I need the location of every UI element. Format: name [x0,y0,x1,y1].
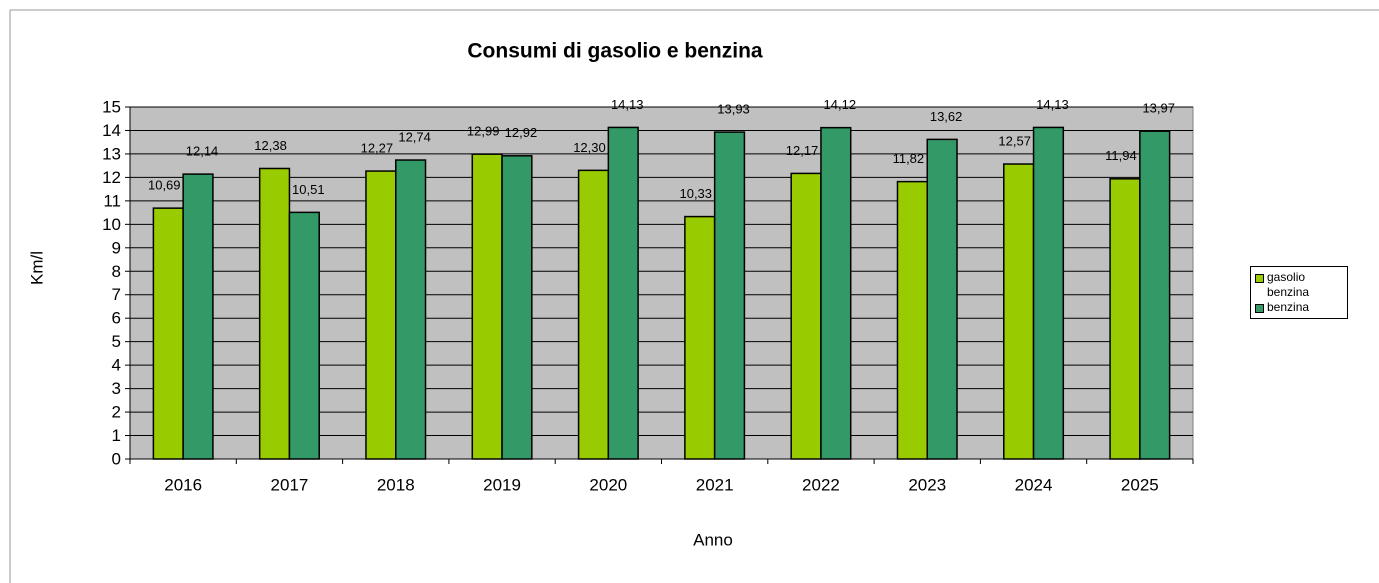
bar [395,159,427,460]
x-tick-label: 2023 [908,475,946,494]
value-label: 10,51 [292,182,325,197]
x-tick-label: 2020 [589,475,627,494]
bar [288,211,320,460]
value-label: 11,94 [1105,148,1137,163]
legend-label: benzina [1267,300,1310,314]
value-label: 12,92 [505,125,538,140]
bar [1109,178,1141,460]
x-tick-label: 2019 [483,475,521,494]
value-label: 12,17 [786,143,819,158]
x-tick-label: 2021 [696,475,734,494]
x-tick-label: 2024 [1015,475,1053,494]
y-tick-label: 10 [102,215,121,234]
x-axis-label: Anno [693,530,733,549]
bar [1139,130,1171,460]
value-label: 12,38 [254,138,287,153]
value-label: 12,30 [573,140,606,155]
value-label: 14,13 [1036,97,1069,112]
legend-item: benzina [1255,300,1343,315]
bar [896,180,929,460]
bar [365,170,397,460]
y-axis-label: Km/l [27,251,46,285]
value-label: 12,99 [467,124,500,139]
bar [501,155,533,460]
bar [684,215,716,460]
bar [182,173,214,460]
value-label: 13,97 [1142,101,1175,116]
value-label: 12,57 [998,133,1031,148]
legend-swatch [1255,274,1264,283]
y-tick-label: 9 [112,238,121,257]
value-label: 10,33 [679,186,712,201]
value-label: 12,14 [186,144,219,159]
y-tick-label: 12 [102,168,121,187]
chart-title: Consumi di gasolio e benzina [467,40,763,63]
x-tick-label: 2016 [164,475,202,494]
y-tick-label: 3 [112,379,121,398]
legend-swatch [1255,304,1264,313]
legend: gasolio benzina benzina [1250,266,1348,319]
x-tick-label: 2018 [377,475,415,494]
value-label: 13,62 [930,109,963,124]
value-label: 13,93 [717,102,750,117]
y-tick-label: 13 [102,144,121,163]
bar [790,172,822,460]
value-label: 11,82 [893,151,925,166]
bar [1003,163,1035,460]
y-tick-label: 2 [112,403,121,422]
y-tick-label: 7 [112,285,121,304]
bar [713,131,746,460]
y-tick-label: 8 [112,262,121,281]
y-tick-label: 15 [102,97,121,116]
value-label: 12,27 [361,141,394,156]
y-tick-label: 1 [112,426,121,445]
bar [820,126,852,460]
y-tick-label: 4 [112,356,121,375]
y-tick-label: 11 [103,191,121,210]
x-tick-label: 2025 [1121,475,1159,494]
legend-label: gasolio benzina [1267,270,1310,299]
value-label: 12,74 [398,129,431,144]
y-tick-label: 5 [112,332,121,351]
value-label: 10,69 [148,178,181,193]
y-tick-label: 14 [102,121,121,140]
bar [607,126,639,460]
bar [577,169,610,460]
bar [258,167,291,460]
bar [471,153,503,460]
x-tick-label: 2017 [271,475,309,494]
value-label: 14,13 [611,97,644,112]
legend-item: gasolio benzina [1255,270,1343,300]
bar [926,138,958,460]
value-label: 14,12 [824,97,857,112]
y-tick-label: 0 [112,449,121,468]
bar [1032,126,1065,460]
bar [152,207,184,460]
x-tick-label: 2022 [802,475,840,494]
y-tick-label: 6 [112,309,121,328]
